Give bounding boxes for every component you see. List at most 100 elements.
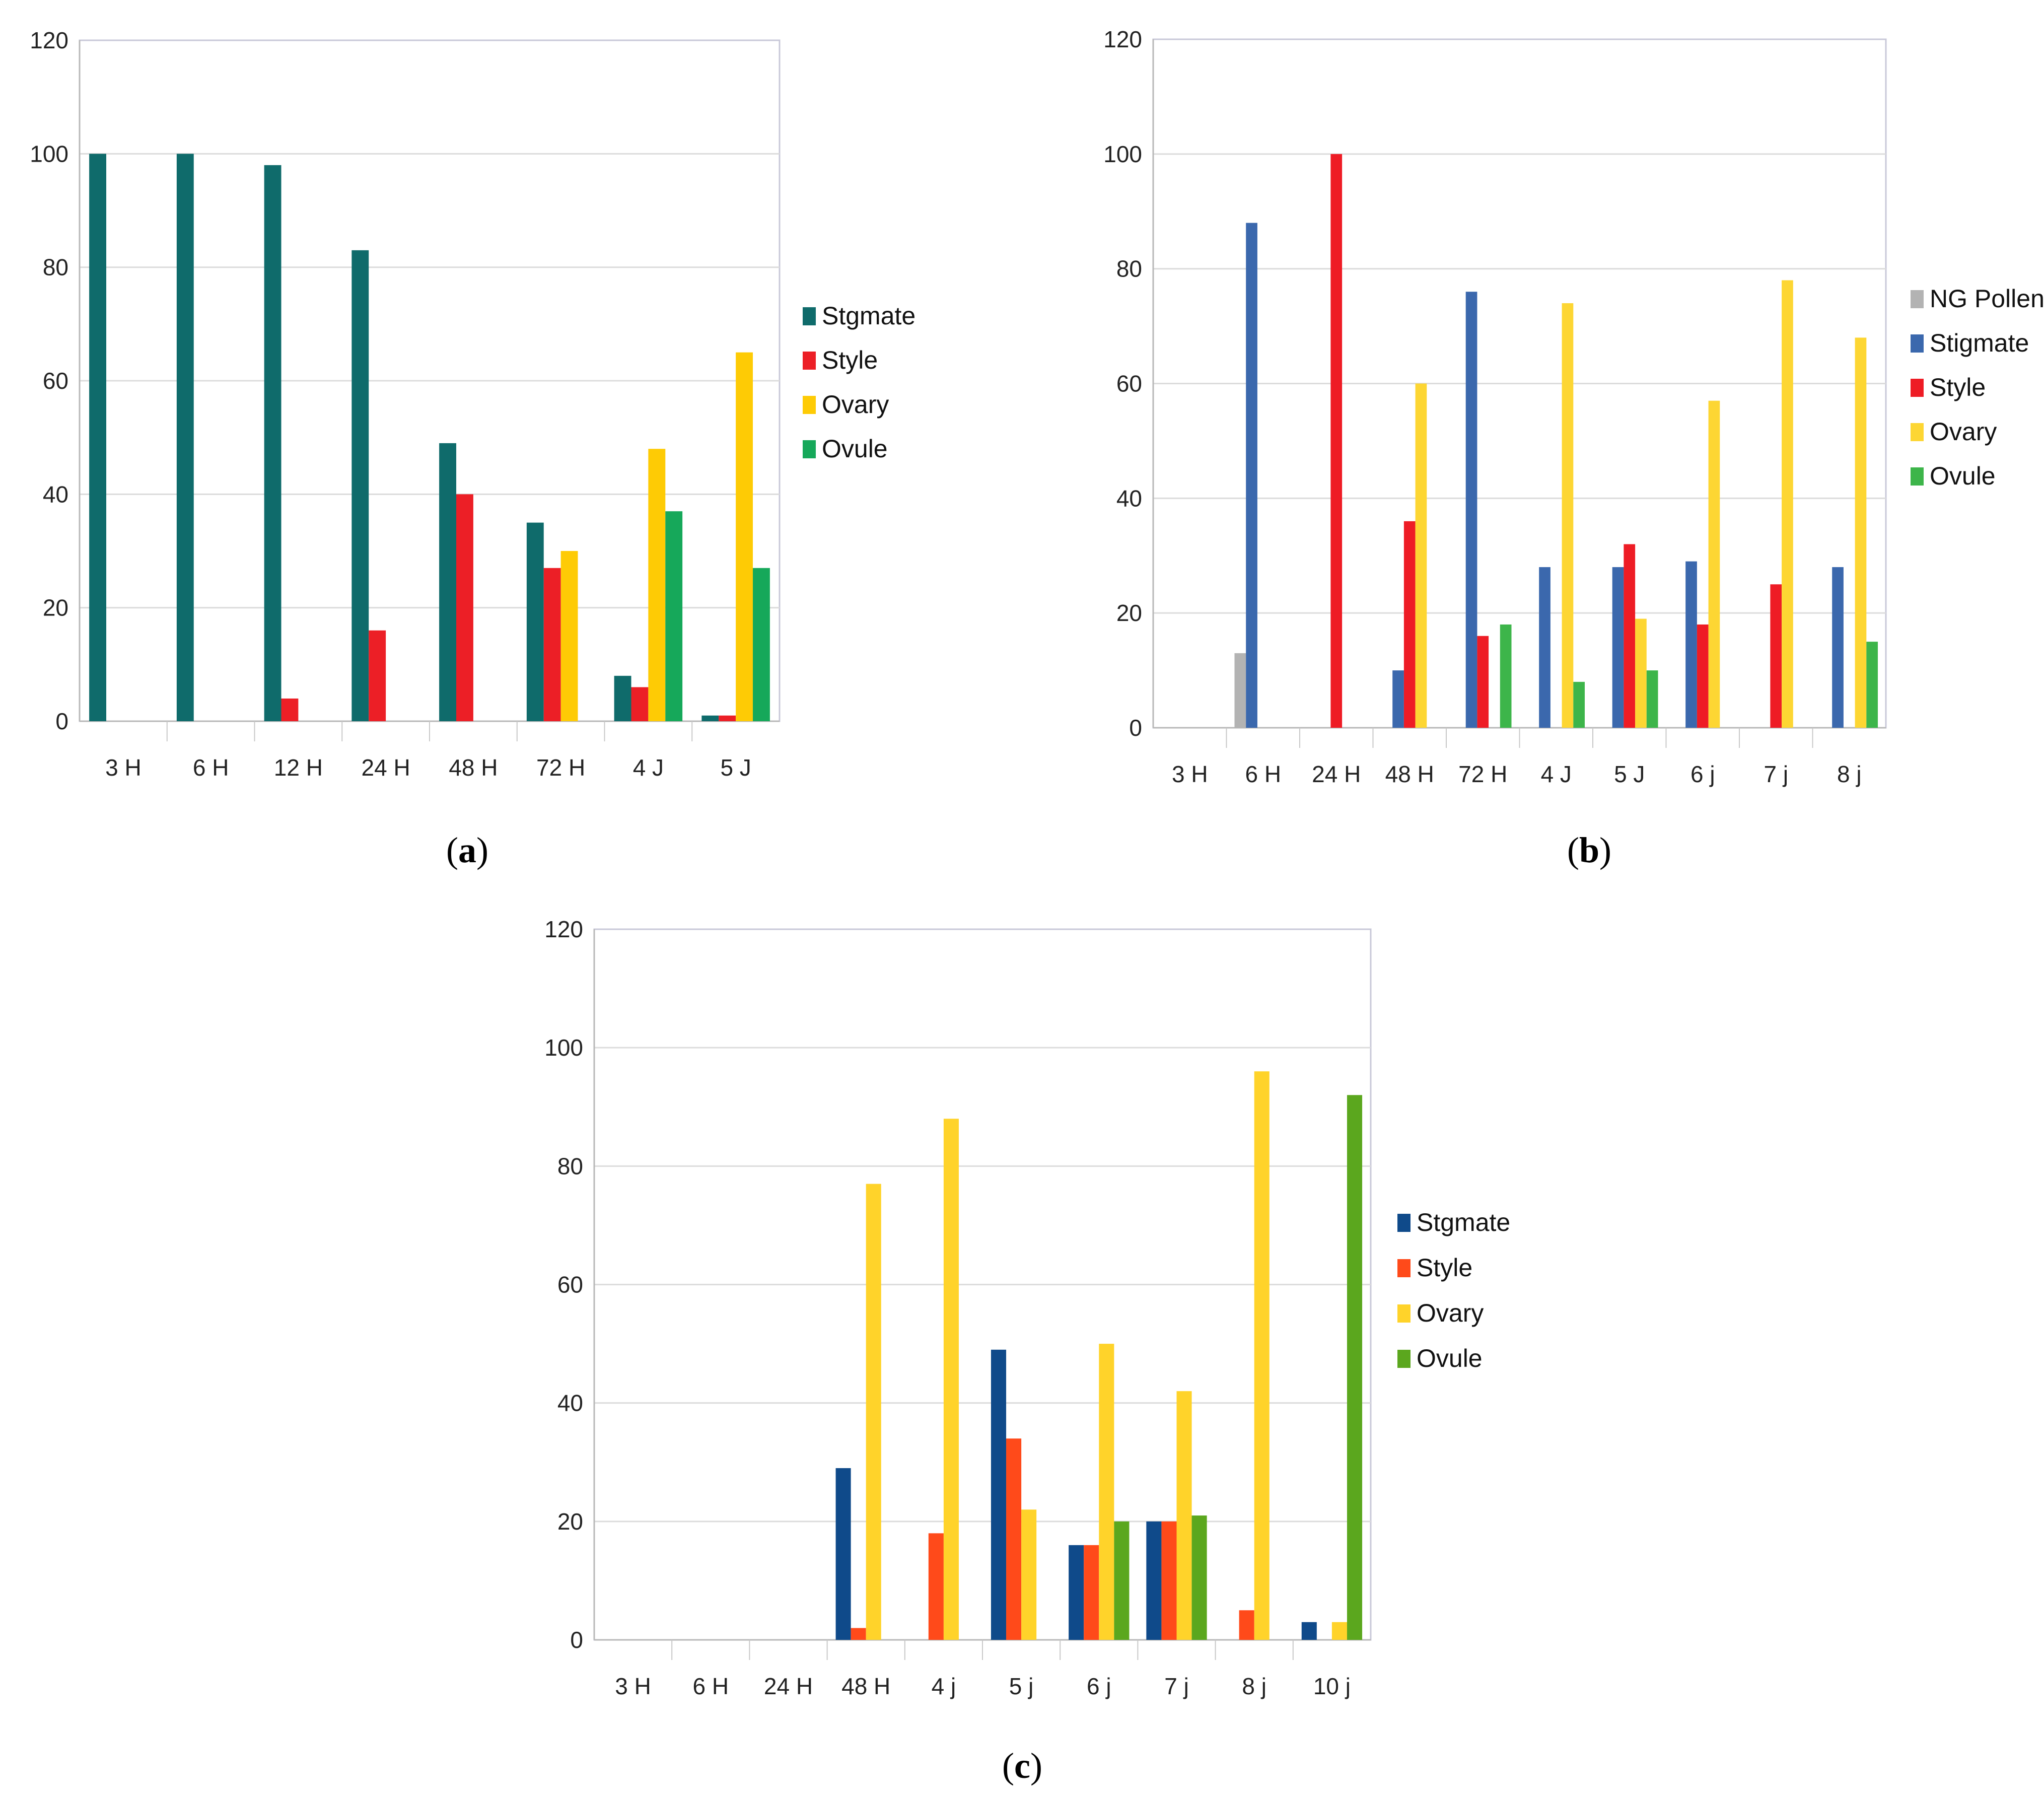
y-tick-label: 100	[1103, 141, 1142, 167]
bar-stgmate	[614, 675, 631, 721]
bar-ovary	[1562, 303, 1574, 728]
bar-style	[631, 687, 649, 721]
legend-label: Style	[1417, 1254, 1472, 1282]
bar-ovule	[1500, 624, 1512, 728]
y-tick-label: 120	[544, 916, 583, 942]
y-tick-label: 20	[1116, 600, 1142, 626]
x-tick-label: 8 j	[1837, 761, 1862, 787]
y-tick-label: 120	[1103, 26, 1142, 52]
x-tick-label: 5 j	[1009, 1673, 1034, 1699]
bar-stgmate	[89, 154, 106, 721]
x-tick-label: 3 H	[1172, 761, 1208, 787]
x-tick-label: 10 j	[1313, 1673, 1351, 1699]
legend-label: Ovule	[822, 435, 888, 463]
x-tick-label: 3 H	[105, 754, 142, 781]
y-tick-label: 100	[30, 141, 68, 167]
bar-style	[1330, 154, 1343, 728]
legend-swatch	[1911, 423, 1924, 441]
x-tick-label: 8 j	[1242, 1673, 1266, 1699]
y-tick-label: 0	[1129, 715, 1142, 741]
bar-stigmate	[1832, 567, 1844, 728]
y-tick-label: 20	[43, 595, 68, 621]
bar-style	[1624, 544, 1636, 728]
bar-style	[456, 494, 473, 721]
panel-caption: (b)	[1567, 830, 1611, 870]
bar-style	[1477, 636, 1489, 728]
legend-label: Ovary	[1930, 418, 1997, 446]
bar-style	[719, 715, 736, 721]
bar-style	[281, 698, 299, 721]
x-tick-label: 5 J	[1614, 761, 1645, 787]
bar-style	[928, 1533, 944, 1640]
bar-stigmate	[1539, 567, 1550, 728]
x-tick-label: 72 H	[536, 754, 585, 781]
y-tick-label: 60	[557, 1272, 583, 1298]
y-tick-label: 0	[55, 708, 68, 734]
bar-ovary	[1855, 337, 1867, 728]
legend-swatch	[803, 307, 816, 325]
legend-label: Ovule	[1930, 462, 1996, 490]
legend-label: Stigmate	[1930, 329, 2029, 357]
x-tick-label: 24 H	[764, 1673, 813, 1699]
x-tick-label: 4 j	[932, 1673, 956, 1699]
x-tick-label: 48 H	[449, 754, 498, 781]
legend-label: Ovary	[822, 390, 889, 419]
legend-swatch	[803, 352, 816, 370]
x-tick-label: 7 j	[1164, 1673, 1189, 1699]
x-tick-label: 6 j	[1087, 1673, 1111, 1699]
x-tick-label: 4 J	[633, 754, 664, 781]
legend-swatch	[1397, 1259, 1411, 1277]
bar-ovule	[1573, 681, 1585, 728]
x-tick-label: 4 J	[1541, 761, 1572, 787]
x-tick-label: 6 H	[193, 754, 229, 781]
legend-swatch	[1911, 334, 1924, 353]
bar-stgmate	[1069, 1545, 1084, 1640]
bar-stigmate	[1465, 292, 1477, 728]
legend-swatch	[1911, 467, 1924, 486]
x-tick-label: 3 H	[615, 1673, 651, 1699]
y-tick-label: 100	[544, 1034, 583, 1061]
x-tick-label: 72 H	[1458, 761, 1507, 787]
bar-ovary	[866, 1184, 881, 1640]
bar-ovule	[753, 568, 770, 721]
bar-ovary	[1708, 400, 1720, 728]
bar-stigmate	[1612, 567, 1624, 728]
bar-stgmate	[526, 522, 544, 721]
bar-ovary	[1099, 1344, 1114, 1640]
chart-panel-c: 0 20 40 60 80 100 120 3 H 6 H 24 H 48 H 4 j 5 j 6 j 7 …	[544, 916, 1510, 1786]
bar-stgmate	[264, 165, 281, 721]
legend-swatch	[1397, 1350, 1411, 1368]
y-tick-label: 20	[557, 1508, 583, 1535]
y-tick-label: 60	[1116, 371, 1142, 397]
bar-ovary	[1635, 618, 1647, 728]
bar-ovary	[736, 352, 753, 721]
y-tick-label: 40	[43, 481, 68, 507]
legend: Stgmate Style Ovary Ovule	[803, 302, 915, 463]
legend-swatch	[1397, 1304, 1411, 1323]
y-tick-label: 80	[557, 1153, 583, 1179]
bar-style	[543, 568, 561, 721]
legend-label: Style	[822, 346, 878, 374]
bar-stgmate	[1301, 1622, 1317, 1640]
bar-ng-pollen	[1234, 653, 1246, 728]
bar-stgmate	[176, 154, 194, 721]
y-tick-label: 0	[570, 1627, 583, 1653]
y-tick-label: 40	[1116, 485, 1142, 511]
bar-ovule	[665, 511, 683, 721]
y-tick-label: 120	[30, 27, 68, 53]
x-tick-label: 6 H	[693, 1673, 729, 1699]
bar-ovule	[1347, 1095, 1363, 1640]
bar-style	[1161, 1521, 1177, 1640]
legend-label: Ovule	[1417, 1344, 1483, 1372]
bar-ovule	[1866, 642, 1878, 728]
chart-panel-b: 0 20 40 60 80 100 120 3 H 6 H 24 H 48 H 72 H 4 J 5 J 6…	[1103, 26, 2044, 870]
chart-panel-a: 0 20 40 60 80 100 120 3 H 6 H 12 H 24 H 48 H 72 H 4 J…	[30, 27, 915, 870]
bar-ovary	[943, 1119, 959, 1640]
legend: Stgmate Style Ovary Ovule	[1397, 1208, 1510, 1372]
panel-caption: (a)	[446, 830, 488, 870]
bar-stigmate	[1685, 561, 1697, 728]
legend-label: NG Pollen	[1930, 285, 2044, 313]
x-tick-label: 24 H	[1312, 761, 1361, 787]
legend-swatch	[1911, 379, 1924, 397]
bar-style	[1239, 1610, 1254, 1640]
